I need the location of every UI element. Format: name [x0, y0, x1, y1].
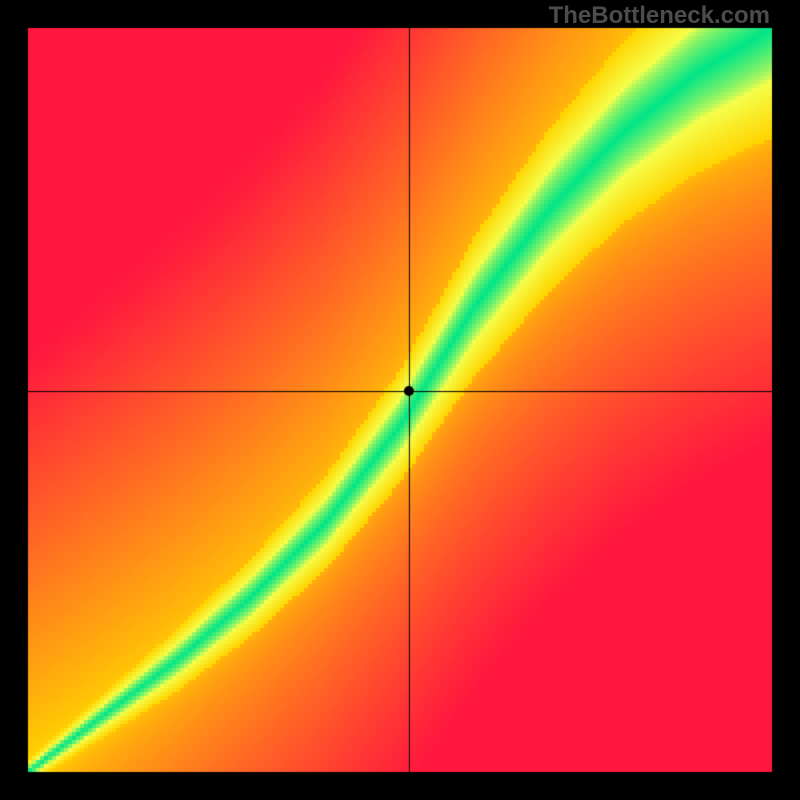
chart-container: TheBottleneck.com [0, 0, 800, 800]
watermark-text: TheBottleneck.com [549, 2, 770, 30]
bottleneck-heatmap [0, 0, 800, 800]
